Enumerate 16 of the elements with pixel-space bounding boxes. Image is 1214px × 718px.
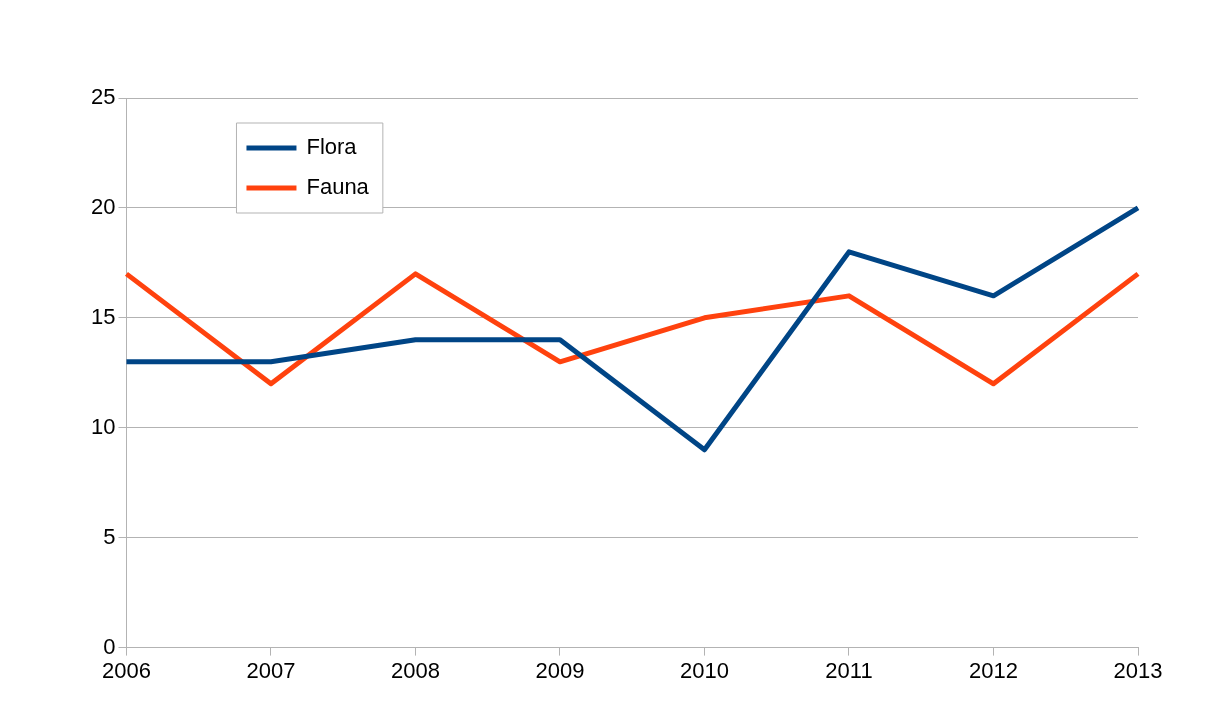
y-tick-label: 0 [103,633,116,659]
y-tick-label: 5 [103,523,116,549]
x-tick-label: 2011 [825,657,873,683]
x-tick-label: 2008 [391,657,440,683]
legend-label: Fauna [306,174,370,200]
legend-label: Flora [306,134,358,160]
y-tick-label: 15 [90,303,116,329]
x-tick-label: 2009 [535,657,585,683]
x-tick-label: 2007 [246,657,296,683]
y-tick-label: 25 [90,84,116,110]
x-tick-label: 2012 [969,657,1018,683]
x-tick-label: 2013 [1113,657,1163,683]
x-tick-label: 2006 [101,657,151,683]
x-tick-label: 2010 [680,657,729,683]
y-tick-label: 20 [90,193,116,219]
y-tick-label: 10 [90,413,116,439]
